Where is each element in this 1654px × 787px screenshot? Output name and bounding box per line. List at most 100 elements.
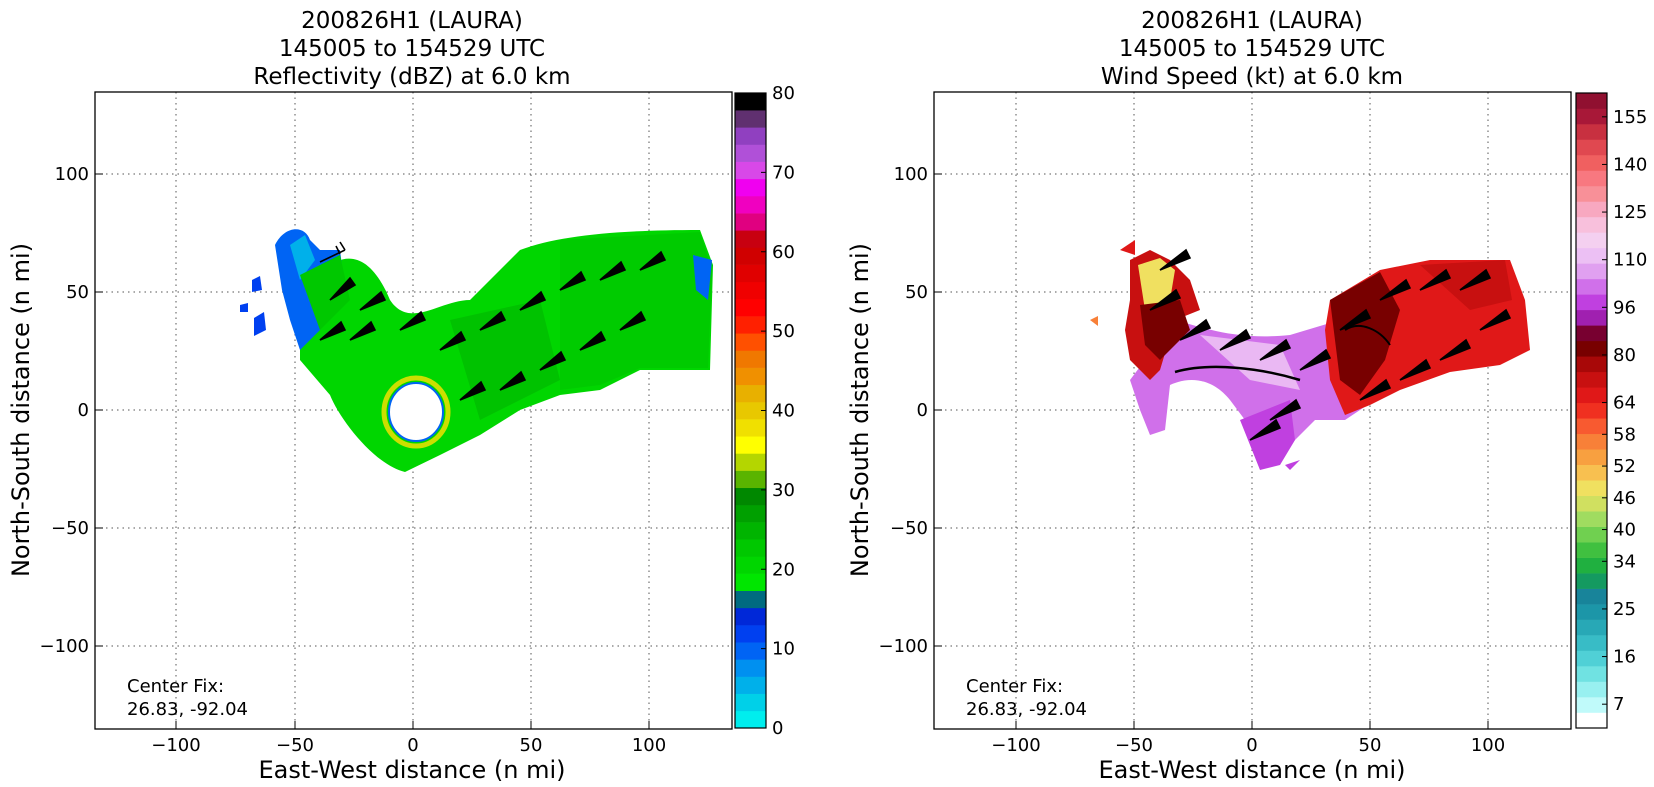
- colorbar-bin: [1576, 93, 1607, 109]
- colorbar-bin: [735, 247, 766, 265]
- x-tick-label: 50: [1359, 735, 1382, 756]
- y-tick-label: 100: [55, 164, 89, 185]
- chart-title-line-3: Reflectivity (dBZ) at 6.0 km: [253, 64, 570, 90]
- y-tick-label: 50: [905, 282, 928, 303]
- colorbar-bin: [735, 144, 766, 162]
- colorbar-bin: [735, 504, 766, 523]
- colorbar-bin: [1576, 216, 1607, 233]
- y-tick-label: −100: [879, 636, 928, 657]
- colorbar-bin: [735, 470, 766, 489]
- colorbar-bin: [1576, 557, 1607, 574]
- colorbar-bin: [1576, 123, 1607, 140]
- colorbar-tick-label: 70: [772, 162, 795, 183]
- colorbar-tick-label: 110: [1613, 250, 1647, 271]
- reflectivity-panel: 200826H1 (LAURA) 145005 to 154529 UTC Re…: [7, 8, 795, 784]
- x-tick-label: 100: [632, 735, 666, 756]
- wind-speed-panel: 200826H1 (LAURA) 145005 to 154529 UTC Wi…: [846, 8, 1647, 784]
- colorbar-bin: [735, 625, 766, 643]
- colorbar-bin: [735, 333, 766, 351]
- colorbar-bin: [735, 539, 766, 557]
- chart-title-line-3: Wind Speed (kt) at 6.0 km: [1101, 64, 1403, 90]
- x-tick-label: 0: [407, 735, 418, 756]
- colorbar-bin: [735, 573, 766, 592]
- colorbar-bin: [1576, 278, 1607, 295]
- wind-speed-colorbar: 7 16 25 34 40 46 52 58 64 80 96 110 125 140 155: [1575, 92, 1647, 729]
- y-axis-label: North-South distance (n mi): [846, 243, 874, 577]
- colorbar-bin: [735, 161, 766, 180]
- colorbar-tick-label: 20: [772, 559, 795, 580]
- colorbar-tick-label: 16: [1613, 647, 1636, 668]
- x-axis-label: East-West distance (n mi): [258, 756, 565, 784]
- colorbar-tick-label: 58: [1613, 424, 1636, 445]
- colorbar-bin: [1576, 340, 1607, 357]
- colorbar-bin: [1576, 433, 1607, 450]
- colorbar-tick-label: 40: [1613, 520, 1636, 541]
- x-tick-marks: [95, 173, 650, 729]
- colorbar-bin: [735, 298, 766, 317]
- colorbar-bin: [735, 607, 766, 626]
- colorbar-bin: [1576, 185, 1607, 202]
- y-tick-label: 100: [894, 164, 928, 185]
- colorbar-bin: [1576, 170, 1607, 187]
- colorbar-tick-label: 46: [1613, 488, 1636, 509]
- colorbar-bin: [735, 316, 766, 334]
- colorbar-bin: [1576, 650, 1607, 667]
- x-tick-label: 50: [520, 735, 543, 756]
- colorbar-tick-label: 155: [1613, 107, 1647, 128]
- colorbar-bin: [1576, 387, 1607, 404]
- colorbar-bin: [735, 453, 766, 471]
- colorbar-bin: [735, 110, 766, 128]
- y-axis-label: North-South distance (n mi): [7, 243, 35, 577]
- colorbar-tick-label: 25: [1613, 599, 1636, 620]
- y-tick-label: −50: [51, 518, 89, 539]
- colorbar-tick-label: 140: [1613, 154, 1647, 175]
- colorbar-bin: [735, 127, 766, 145]
- colorbar-tick-label: 125: [1613, 202, 1647, 223]
- colorbar-tick-label: 64: [1613, 393, 1636, 414]
- colorbar-bin: [1576, 542, 1607, 558]
- y-tick-label: −100: [40, 636, 89, 657]
- colorbar-bin: [735, 213, 766, 231]
- colorbar-bin: [1576, 635, 1607, 651]
- wind-speed-field: [1090, 240, 1530, 470]
- colorbar-bin: [735, 419, 766, 437]
- colorbar-bin: [735, 522, 766, 540]
- colorbar-bin: [1576, 309, 1607, 326]
- colorbar-bin: [1576, 573, 1607, 589]
- colorbar-bin: [1576, 666, 1607, 682]
- colorbar-tick-label: 52: [1613, 456, 1636, 477]
- colorbar-tick-label: 96: [1613, 297, 1636, 318]
- center-fix-label: Center Fix:: [127, 676, 224, 697]
- colorbar-bin: [1576, 356, 1607, 373]
- x-tick-label: 100: [1471, 735, 1505, 756]
- colorbar-bin: [1576, 402, 1607, 419]
- y-tick-label: 0: [78, 400, 89, 421]
- colorbar-bin: [735, 436, 766, 454]
- chart-title-line-2: 145005 to 154529 UTC: [279, 36, 545, 62]
- colorbar-bin: [735, 350, 766, 368]
- y-tick-label: 50: [66, 282, 89, 303]
- colorbar-bin: [735, 384, 766, 403]
- colorbar-bin: [1576, 495, 1607, 512]
- colorbar-tick-label: 30: [772, 480, 795, 501]
- colorbar-tick-label: 80: [1613, 345, 1636, 366]
- x-tick-label: −100: [991, 735, 1040, 756]
- colorbar-tick-label: 40: [772, 401, 795, 422]
- y-tick-label: −50: [890, 518, 928, 539]
- colorbar-bin: [1576, 480, 1607, 496]
- colorbar-tick-label: 60: [772, 242, 795, 263]
- chart-title-line-1: 200826H1 (LAURA): [301, 8, 523, 34]
- colorbar-bin: [1576, 154, 1607, 171]
- colorbar-bin: [1576, 619, 1607, 636]
- chart-title-line-2: 145005 to 154529 UTC: [1119, 36, 1385, 62]
- colorbar-bin: [735, 590, 766, 609]
- colorbar-bin: [735, 659, 766, 677]
- colorbar-bin: [1576, 418, 1607, 435]
- colorbar-bin: [1576, 604, 1607, 620]
- reflectivity-field: [240, 229, 713, 472]
- colorbar-bin: [735, 710, 766, 729]
- colorbar-bin: [1576, 464, 1607, 481]
- colorbar-bin: [735, 178, 766, 197]
- colorbar-tick-label: 0: [772, 718, 783, 739]
